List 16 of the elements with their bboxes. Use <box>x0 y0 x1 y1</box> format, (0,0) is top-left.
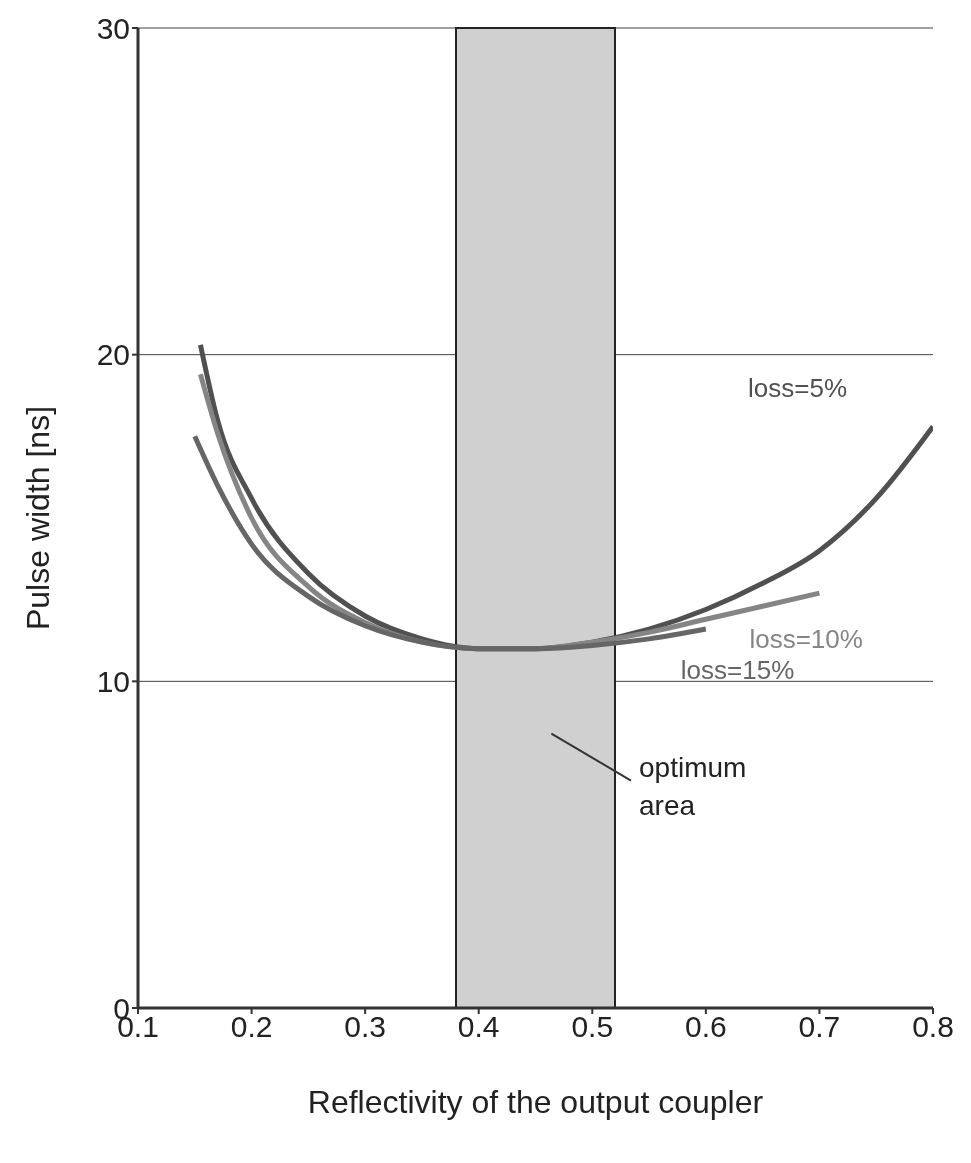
series-label: loss=10% <box>749 624 863 655</box>
x-tick-label: 0.4 <box>457 1010 500 1044</box>
y-tick-label: 10 <box>96 664 130 698</box>
series-label: loss=15% <box>680 655 795 686</box>
x-tick-label: 0.8 <box>912 1010 954 1044</box>
x-tick-label: 0.6 <box>685 1010 727 1044</box>
x-tick-label: 0.3 <box>344 1010 386 1044</box>
x-tick-label: 0.5 <box>571 1010 614 1044</box>
y-tick-label: 30 <box>96 11 130 45</box>
text: loss=5% <box>748 372 847 403</box>
x-tick-label: 0.2 <box>230 1010 273 1044</box>
y-tick-label: 20 <box>96 338 130 372</box>
y-axis-title: Pulse width [ns] <box>20 405 57 631</box>
x-axis-title: Reflectivity of the output coupler <box>307 1084 764 1120</box>
band-label: optimum area <box>639 751 747 821</box>
x-tick-label: 0.7 <box>798 1010 841 1044</box>
